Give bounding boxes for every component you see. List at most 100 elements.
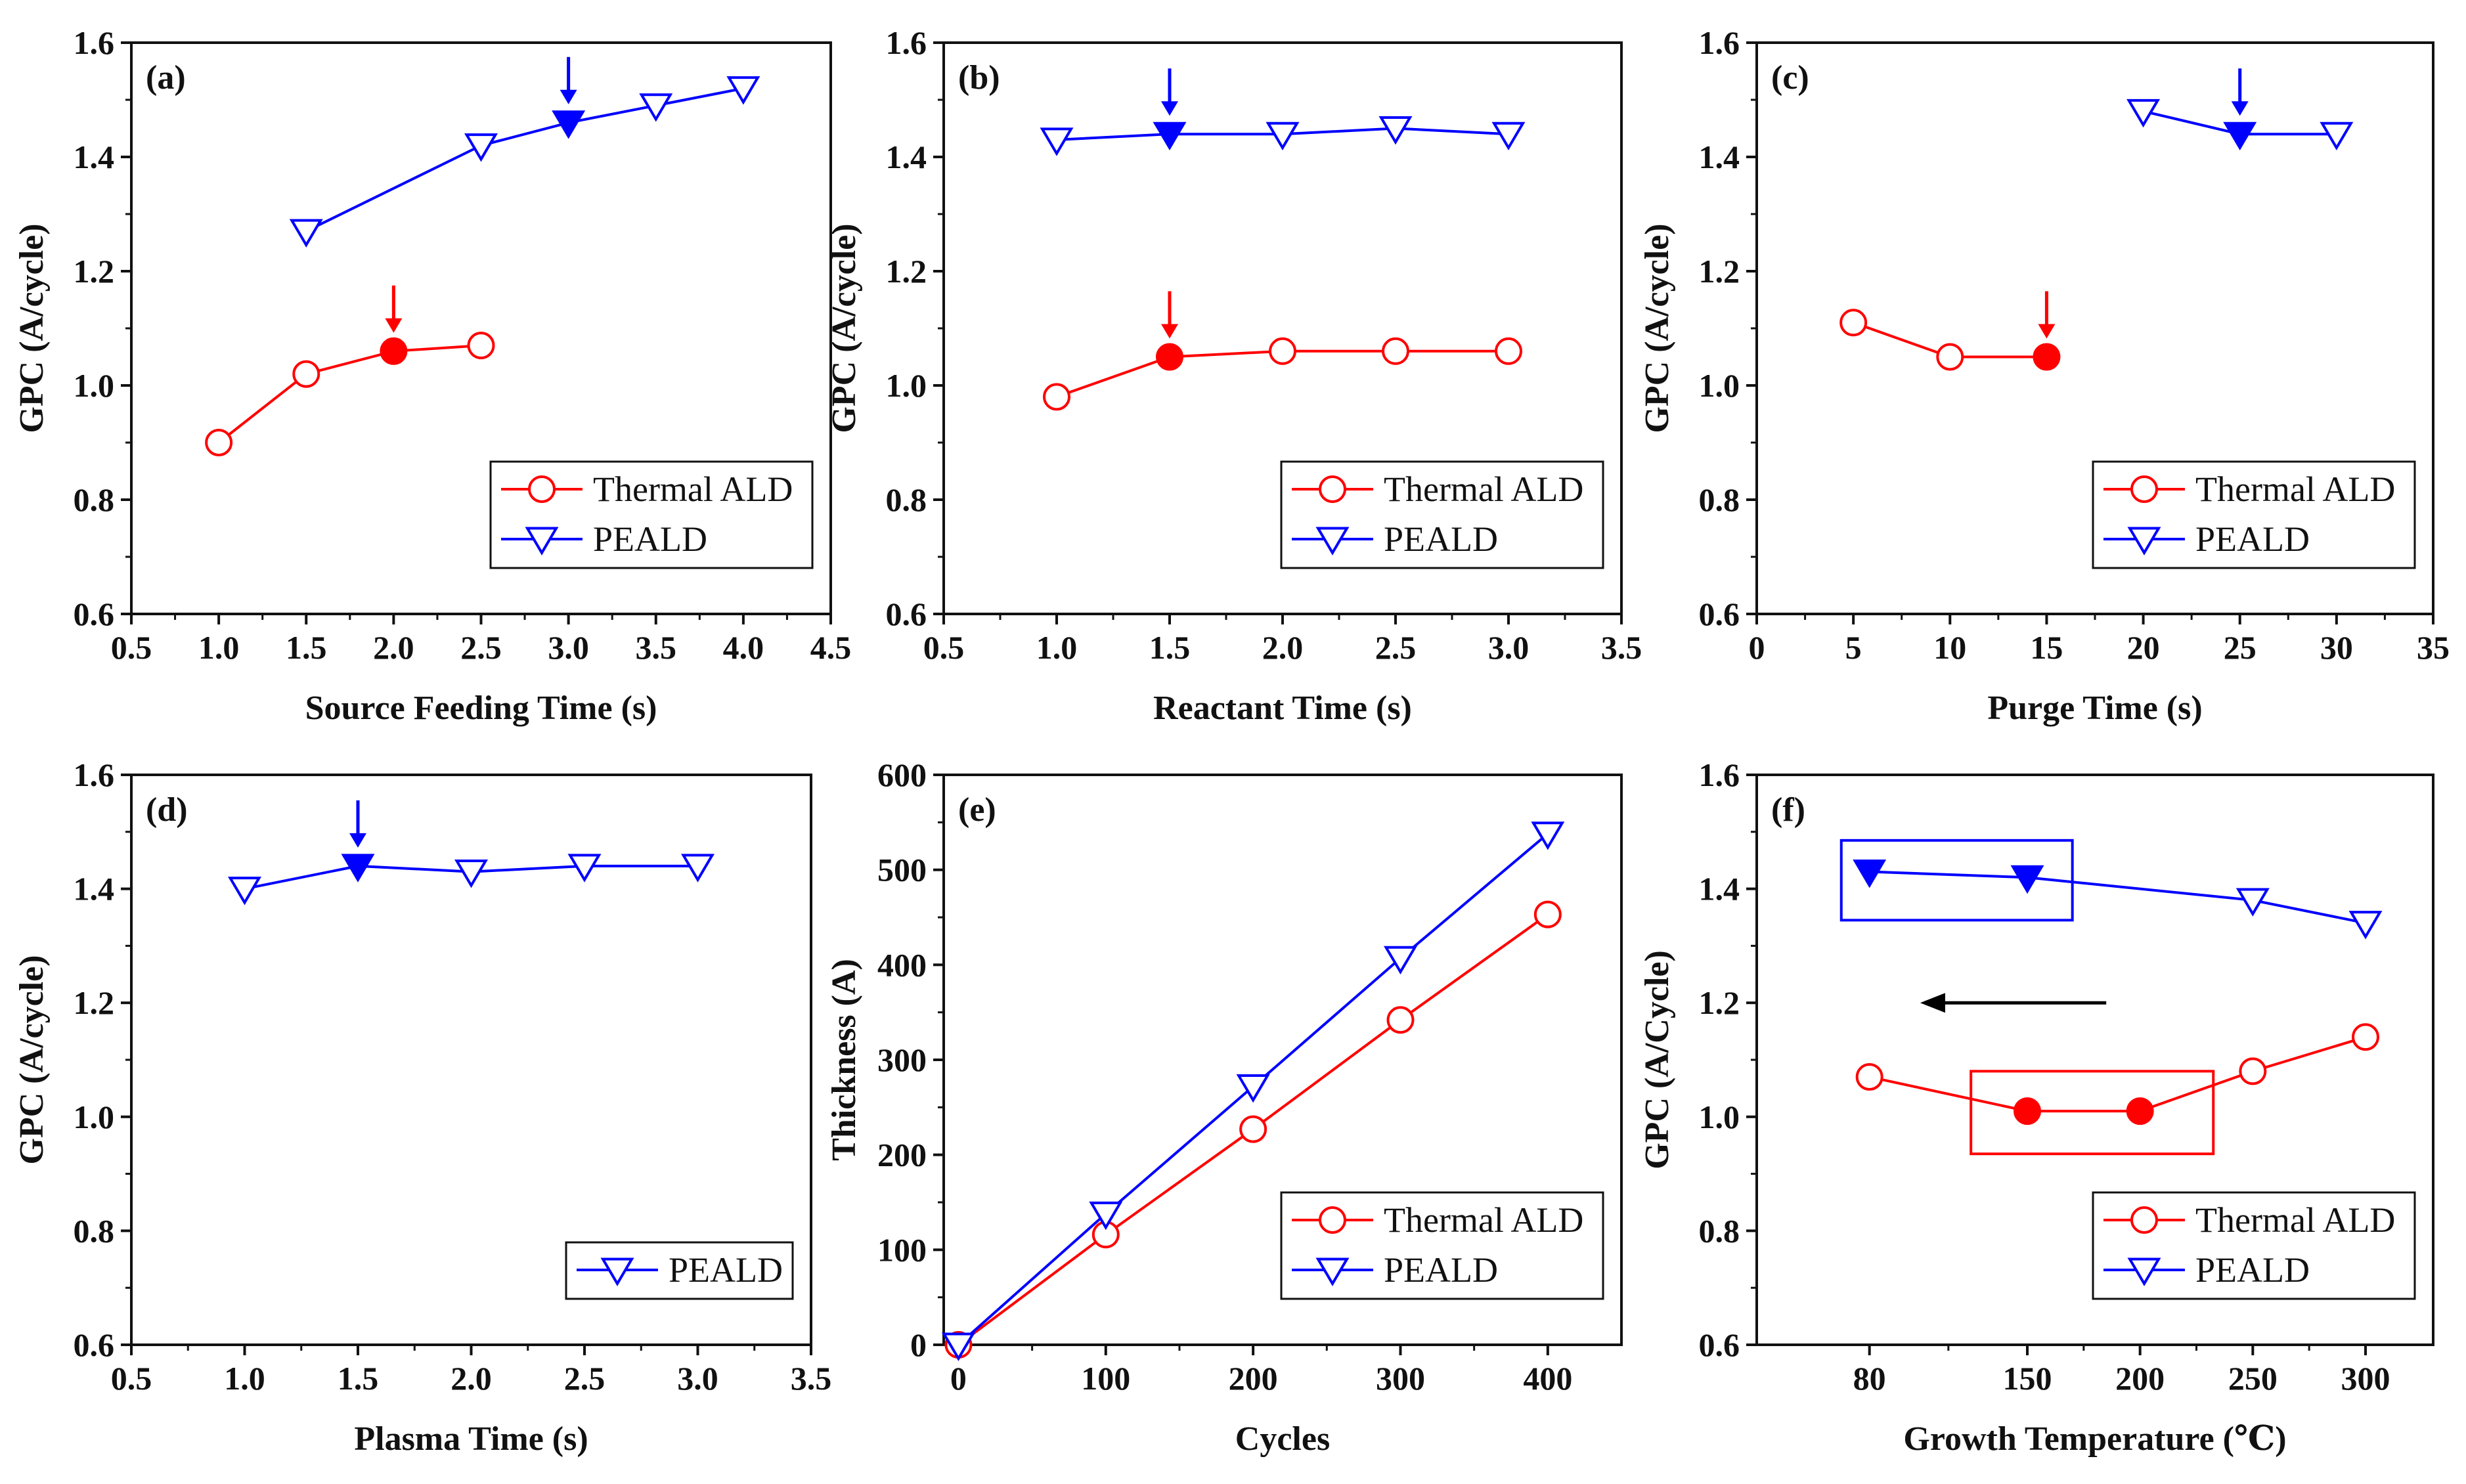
data-point bbox=[726, 76, 760, 105]
x-tick-label: 15 bbox=[2030, 629, 2063, 666]
legend-marker bbox=[2127, 527, 2161, 556]
x-tick-label: 0.5 bbox=[111, 629, 152, 666]
legend-label: PEALD bbox=[593, 519, 707, 559]
data-point bbox=[205, 429, 233, 456]
x-axis-title: Source Feeding Time (s) bbox=[305, 689, 657, 727]
y-tick-label: 1.6 bbox=[74, 756, 115, 793]
data-point bbox=[2010, 865, 2044, 894]
series-peald bbox=[2126, 68, 2354, 151]
data-point bbox=[1495, 337, 1522, 365]
x-tick-label: 25 bbox=[2224, 629, 2257, 666]
legend-label: Thermal ALD bbox=[2195, 469, 2395, 509]
x-tick-label: 400 bbox=[1523, 1360, 1572, 1397]
data-point bbox=[2014, 1097, 2041, 1125]
optimum-arrow-head bbox=[2231, 101, 2249, 116]
legend-label: PEALD bbox=[1384, 1250, 1498, 1290]
panel-label: (f) bbox=[1771, 791, 1805, 829]
x-tick-label: 100 bbox=[1081, 1360, 1130, 1397]
legend-marker bbox=[2130, 475, 2158, 503]
legend-label: PEALD bbox=[669, 1250, 783, 1290]
x-tick-label: 2.5 bbox=[1375, 629, 1417, 666]
x-axis-title: Growth Temperature (℃) bbox=[1903, 1420, 2286, 1458]
data-point bbox=[1936, 343, 1964, 371]
y-tick-label: 1.4 bbox=[74, 871, 115, 907]
x-tick-label: 200 bbox=[1229, 1360, 1278, 1397]
x-tick-label: 80 bbox=[1853, 1360, 1886, 1397]
y-tick-label: 400 bbox=[877, 946, 927, 983]
data-point bbox=[1491, 121, 1526, 151]
x-tick-label: 20 bbox=[2127, 629, 2160, 666]
optimum-arrow-head bbox=[385, 318, 403, 333]
x-axis-title: Reactant Time (s) bbox=[1153, 689, 1412, 727]
data-point bbox=[380, 337, 408, 365]
panel-2: 0 5 10 15 20 25 30 35 0.6 0.8 1.0 1.2 1.4 1.6 Purge Ti… bbox=[1639, 24, 2450, 727]
x-tick-label: 3.5 bbox=[1601, 629, 1642, 666]
x-axis-title: Purge Time (s) bbox=[1987, 689, 2202, 727]
data-point bbox=[1383, 946, 1417, 975]
legend-label: Thermal ALD bbox=[593, 469, 793, 509]
y-tick-label: 1.0 bbox=[1699, 367, 1740, 404]
data-point bbox=[2033, 343, 2061, 371]
data-point bbox=[1533, 900, 1562, 928]
data-point bbox=[567, 854, 602, 883]
x-axis-title: Cycles bbox=[1235, 1420, 1330, 1458]
series-line bbox=[217, 344, 481, 444]
x-tick-label: 5 bbox=[1845, 629, 1862, 666]
legend-label: PEALD bbox=[2195, 519, 2310, 559]
x-tick-label: 30 bbox=[2320, 629, 2353, 666]
y-tick-label: 1.0 bbox=[74, 367, 115, 404]
series-peald bbox=[941, 821, 1565, 1361]
x-tick-label: 2.5 bbox=[460, 629, 502, 666]
x-tick-label: 10 bbox=[1933, 629, 1966, 666]
data-point bbox=[639, 93, 673, 122]
optimum-arrow-head bbox=[2038, 324, 2056, 339]
legend-label: PEALD bbox=[1384, 519, 1498, 559]
y-tick-label: 1.2 bbox=[74, 253, 115, 290]
x-tick-label: 3.5 bbox=[791, 1360, 832, 1397]
highlight-box-1 bbox=[1970, 1070, 2215, 1156]
y-tick-label: 0.6 bbox=[74, 596, 115, 632]
panel-3: 0.5 1.0 1.5 2.0 2.5 3.0 3.5 0.6 0.8 1.0 1.2 1.4 1.6 P… bbox=[13, 756, 831, 1458]
data-point bbox=[1089, 1201, 1123, 1231]
legend-label: Thermal ALD bbox=[1384, 1200, 1583, 1240]
legend-marker bbox=[1315, 527, 1350, 556]
optimum-arrow-head bbox=[560, 89, 577, 104]
panel-label: (b) bbox=[958, 59, 1000, 97]
x-tick-label: 0.5 bbox=[923, 629, 965, 666]
x-tick-label: 3.0 bbox=[677, 1360, 718, 1397]
data-point bbox=[1386, 1006, 1415, 1034]
x-tick-label: 1.0 bbox=[1036, 629, 1078, 666]
panel-4: 0 100 200 300 400 0 100 200 300 400 500 600 Cycles Th… bbox=[826, 756, 1623, 1458]
data-point bbox=[552, 110, 586, 139]
y-tick-label: 600 bbox=[877, 756, 927, 793]
data-point bbox=[289, 219, 323, 248]
data-point bbox=[2223, 121, 2257, 151]
panel-label: (e) bbox=[958, 791, 996, 829]
y-tick-label: 0.8 bbox=[1699, 1212, 1740, 1249]
data-point bbox=[941, 1332, 975, 1361]
data-point bbox=[2126, 1097, 2154, 1125]
data-point bbox=[1855, 1063, 1883, 1091]
legend-label: PEALD bbox=[2195, 1250, 2310, 1290]
y-axis-title: GPC (A/cycle) bbox=[1639, 223, 1676, 433]
x-tick-label: 300 bbox=[1376, 1360, 1425, 1397]
data-point bbox=[1839, 309, 1868, 337]
direction-arrow-head bbox=[1920, 993, 1945, 1013]
highlight-box-0 bbox=[1839, 839, 2074, 922]
series-line bbox=[1869, 870, 2366, 925]
y-tick-label: 0.6 bbox=[1699, 1326, 1740, 1363]
series-thermal-ald bbox=[1043, 291, 1522, 411]
y-tick-label: 1.6 bbox=[1699, 756, 1740, 793]
y-tick-label: 1.4 bbox=[1699, 871, 1740, 907]
y-tick-label: 0.8 bbox=[74, 481, 115, 518]
y-tick-label: 1.6 bbox=[74, 24, 115, 61]
x-tick-label: 3.0 bbox=[1488, 629, 1530, 666]
x-tick-label: 200 bbox=[2115, 1360, 2165, 1397]
y-axis-title: GPC (A/cycle) bbox=[826, 223, 863, 433]
x-tick-label: 1.0 bbox=[198, 629, 240, 666]
panel-label: (a) bbox=[146, 59, 186, 97]
data-point bbox=[292, 360, 320, 388]
y-tick-label: 1.2 bbox=[1699, 984, 1740, 1021]
x-tick-label: 0 bbox=[1749, 629, 1765, 666]
